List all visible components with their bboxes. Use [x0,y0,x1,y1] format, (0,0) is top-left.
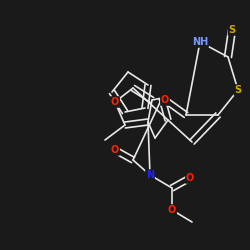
Text: NH: NH [192,37,208,47]
Text: O: O [161,95,169,105]
Text: O: O [111,145,119,155]
Text: O: O [111,97,119,107]
Text: S: S [234,85,242,95]
Text: O: O [168,205,176,215]
Text: N: N [146,170,154,180]
Text: S: S [228,25,235,35]
Text: O: O [186,173,194,183]
